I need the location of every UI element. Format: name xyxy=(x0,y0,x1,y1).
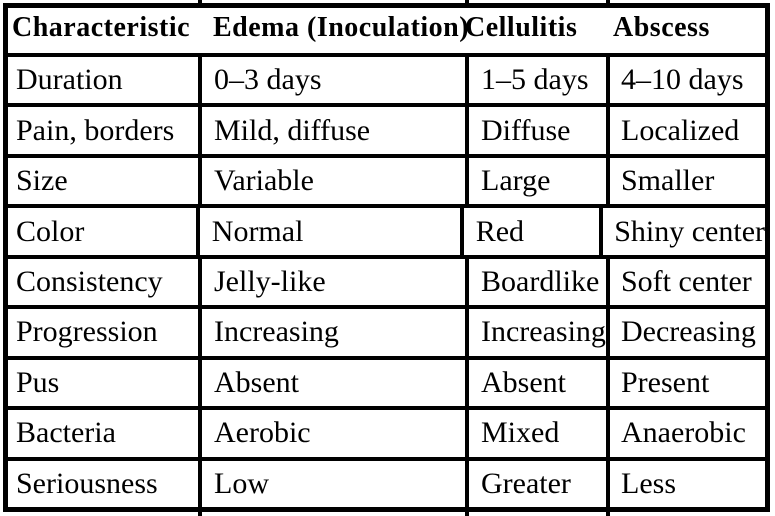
table-cell: Present xyxy=(606,359,765,407)
table-row-seriousness: Seriousness Low Greater Less xyxy=(8,456,765,507)
table-cell: Greater xyxy=(465,460,606,507)
table-cell: Aerobic xyxy=(198,410,465,457)
row-label-cell: Progression xyxy=(16,315,158,349)
column-rule-stub xyxy=(465,512,469,516)
table-cell: Less xyxy=(606,460,765,507)
table-row-progression: Progression Increasing Increasing Decrea… xyxy=(8,305,765,356)
table-cell: Mild, diffuse xyxy=(198,107,465,154)
table-cell: Smaller xyxy=(606,157,765,205)
row-label-cell: Seriousness xyxy=(16,466,158,500)
row-label-cell: Pus xyxy=(16,365,60,399)
row-label-cell: Bacteria xyxy=(16,416,116,450)
row-label-cell: Size xyxy=(16,164,68,198)
row-label-cell: Consistency xyxy=(16,264,163,298)
header-cell-cellulitis: Cellulitis xyxy=(465,12,578,44)
table-cell: Mixed xyxy=(465,410,606,457)
column-rule-stub xyxy=(465,0,469,4)
table-cell: Absent xyxy=(198,359,465,407)
header-cell-abscess: Abscess xyxy=(613,12,710,44)
table-cell: 0–3 days xyxy=(198,57,465,104)
header-cell-edema: Edema (Inoculation) xyxy=(213,12,470,44)
comparison-table: Characteristic Edema (Inoculation) Cellu… xyxy=(3,3,770,512)
column-rule-stub xyxy=(198,512,202,516)
table-row-duration: Duration 0–3 days 1–5 days 4–10 days xyxy=(8,57,765,104)
table-cell: Increasing xyxy=(198,309,465,356)
row-label-cell: Duration xyxy=(16,63,123,97)
table-cell: Jelly-like xyxy=(198,258,465,306)
table-cell: 1–5 days xyxy=(465,57,606,104)
table-cell: Low xyxy=(198,460,465,507)
table-cell: Decreasing xyxy=(606,309,765,356)
table-cell: Shiny center xyxy=(599,208,765,255)
table-cell: Normal xyxy=(195,208,460,255)
row-label-cell: Color xyxy=(16,214,85,248)
table-cell: Localized xyxy=(606,107,765,154)
table-row-bacteria: Bacteria Aerobic Mixed Anaerobic xyxy=(8,406,765,457)
table-cell: Increasing xyxy=(465,309,606,356)
table-row-color: Color Normal Red Shiny center xyxy=(8,204,765,255)
table-cell: Large xyxy=(465,157,606,205)
row-label-cell: Pain, borders xyxy=(16,113,175,147)
table-header-row: Characteristic Edema (Inoculation) Cellu… xyxy=(8,8,765,57)
table-cell: Absent xyxy=(465,359,606,407)
table-cell: Diffuse xyxy=(465,107,606,154)
column-rule-stub xyxy=(198,0,202,4)
header-cell-characteristic: Characteristic xyxy=(12,12,191,44)
table-cell: Anaerobic xyxy=(606,410,765,457)
table-row-pus: Pus Absent Absent Present xyxy=(8,355,765,407)
column-rule-stub xyxy=(606,0,610,4)
table-row-pain-borders: Pain, borders Mild, diffuse Diffuse Loca… xyxy=(8,103,765,154)
table-row-size: Size Variable Large Smaller xyxy=(8,153,765,205)
table-row-consistency: Consistency Jelly-like Boardlike Soft ce… xyxy=(8,254,765,306)
table-cell: Red xyxy=(459,208,599,255)
table-cell: Boardlike xyxy=(465,258,606,306)
table-cell: 4–10 days xyxy=(606,57,765,104)
table-cell: Variable xyxy=(198,157,465,205)
table-cell: Soft center xyxy=(606,258,765,306)
column-rule-stub xyxy=(606,512,610,516)
